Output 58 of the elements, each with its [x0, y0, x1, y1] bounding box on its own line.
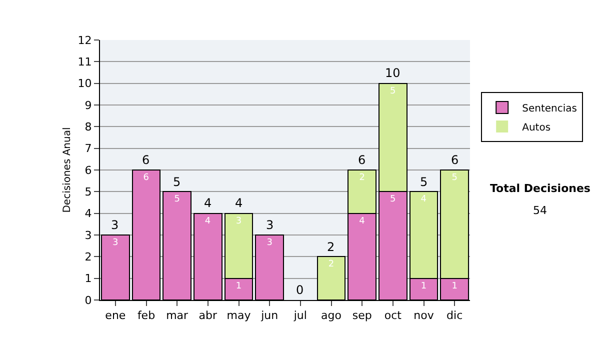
- y-tick-label: 2: [84, 250, 92, 264]
- total-label: 6: [451, 153, 459, 167]
- total-label: 6: [142, 153, 150, 167]
- total-label: 3: [111, 218, 119, 232]
- data-label: 3: [236, 216, 242, 226]
- x-tick-label: feb: [137, 309, 156, 322]
- y-tick-label: 4: [84, 207, 92, 220]
- x-tick-label: nov: [414, 309, 434, 322]
- y-tick-label: 10: [78, 77, 92, 90]
- total-label: 5: [173, 175, 181, 189]
- total-label: 4: [204, 196, 212, 210]
- total-label: 2: [327, 240, 335, 254]
- y-tick-label: 0: [84, 294, 92, 307]
- y-tick-label: 9: [84, 98, 92, 112]
- x-tick-label: jul: [292, 309, 307, 322]
- y-tick-label: 7: [84, 142, 92, 156]
- data-label: 4: [359, 216, 366, 226]
- data-label: 3: [112, 238, 118, 248]
- data-label: 6: [143, 173, 150, 183]
- x-tick-label: ago: [321, 309, 342, 322]
- legend-label: Autos: [522, 122, 551, 134]
- y-tick-label: 5: [84, 186, 92, 199]
- legend-label: Sentencias: [522, 103, 577, 114]
- data-label: 5: [452, 173, 458, 183]
- x-tick-label: jun: [260, 309, 278, 322]
- total-label: 0: [296, 283, 304, 297]
- x-tick-label: may: [226, 309, 252, 322]
- x-tick-label: dic: [446, 309, 463, 322]
- y-tick-label: 3: [84, 228, 92, 242]
- data-label: 1: [420, 281, 427, 292]
- data-label: 1: [452, 281, 458, 292]
- data-label: 3: [266, 238, 272, 248]
- y-tick-label: 1: [84, 272, 92, 286]
- data-label: 1: [236, 281, 242, 292]
- x-tick-label: mar: [166, 309, 189, 322]
- total-label: 5: [420, 175, 428, 189]
- x-tick-label: ene: [105, 309, 126, 322]
- x-tick-label: sep: [352, 309, 372, 322]
- total-label: 3: [266, 218, 274, 232]
- y-axis-title: Decisiones Anual: [62, 127, 73, 213]
- data-label: 2: [359, 173, 365, 183]
- y-tick-label: 8: [84, 120, 92, 134]
- data-label: 4: [420, 194, 427, 205]
- data-label: 5: [390, 194, 396, 205]
- x-tick-label: oct: [384, 309, 402, 322]
- data-label: 2: [328, 260, 334, 270]
- data-label: 4: [204, 216, 211, 226]
- text: 54: [533, 204, 547, 217]
- data-label: 5: [174, 194, 180, 205]
- data-label: 5: [390, 86, 396, 96]
- total-label: 10: [385, 66, 400, 80]
- total-label: 4: [235, 196, 243, 210]
- total-label: 6: [358, 153, 366, 167]
- text: Total Decisiones: [490, 182, 591, 195]
- x-tick-label: abr: [198, 309, 218, 322]
- y-tick-label: 12: [78, 34, 92, 47]
- y-tick-label: 6: [84, 164, 92, 177]
- y-tick-label: 11: [78, 56, 92, 69]
